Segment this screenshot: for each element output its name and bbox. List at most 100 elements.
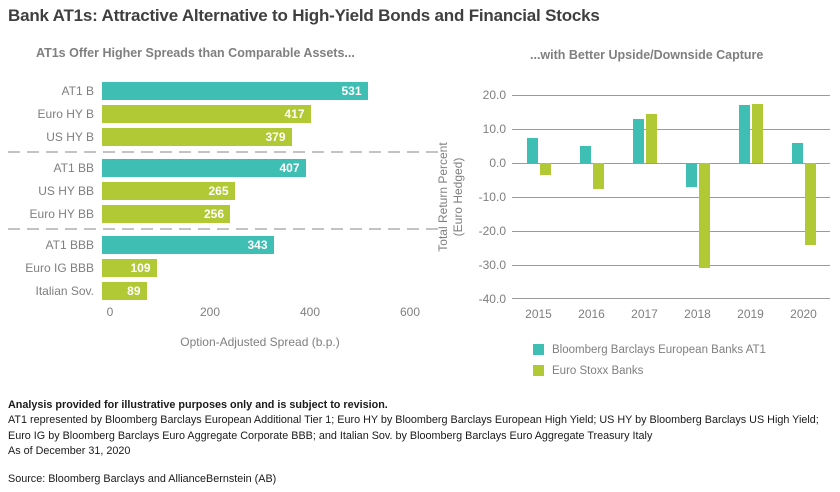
x-axis-tick: 400 xyxy=(299,305,321,319)
spread-chart-x-axis: 0 200 400 600 xyxy=(107,305,438,320)
spread-row-at1-bb: AT1 BB 407 xyxy=(8,159,438,177)
spread-row-at1-bbb: AT1 BBB 343 xyxy=(8,236,438,254)
y-axis-tick: 20.0 xyxy=(482,88,506,102)
figure-title: Bank AT1s: Attractive Alternative to Hig… xyxy=(8,6,600,25)
bar-track: 407 xyxy=(102,159,428,177)
category-label: Italian Sov. xyxy=(35,284,94,298)
spread-chart: AT1s Offer Higher Spreads than Comparabl… xyxy=(8,46,438,349)
bar-value-label: 109 xyxy=(130,261,151,275)
return-bar-2016 xyxy=(579,146,591,163)
return-bar-2019 xyxy=(751,103,763,163)
y-axis-tick: -20.0 xyxy=(478,224,506,238)
bar-value-label: 343 xyxy=(247,238,268,252)
y-axis-tick: -40.0 xyxy=(478,292,506,306)
year-label: 2019 xyxy=(737,307,764,321)
spread-row-us-hy-b: US HY B 379 xyxy=(8,128,438,146)
return-chart-plot-area xyxy=(512,95,830,299)
spread-row-euro-hy-bb: Euro HY BB 256 xyxy=(8,205,438,223)
bar-value-label: 379 xyxy=(265,130,286,144)
category-label: AT1 BBB xyxy=(45,238,94,252)
legend-swatch xyxy=(533,365,544,376)
spread-chart-rows: AT1 B 531 Euro HY B 417 US HY B 379 AT1 BB 407 U… xyxy=(8,82,438,300)
spread-bar: 407 xyxy=(102,159,306,177)
y-axis-label-text: Total Return Percent (Euro Hedged) xyxy=(436,95,466,299)
spread-bar: 265 xyxy=(102,182,235,200)
category-label: US HY BB xyxy=(38,184,94,198)
y-axis-label-line2: (Euro Hedged) xyxy=(451,157,465,237)
spread-bar: 531 xyxy=(102,82,368,100)
gridline xyxy=(512,129,830,130)
category-label: Euro HY BB xyxy=(29,207,94,221)
y-axis-tick: -30.0 xyxy=(478,258,506,272)
index-definitions-note: AT1 represented by Bloomberg Barclays Eu… xyxy=(8,414,819,442)
bar-track: 343 xyxy=(102,236,428,254)
return-bar-2020 xyxy=(791,142,803,163)
disclaimer-note: Analysis provided for illustrative purpo… xyxy=(8,399,388,411)
bar-value-label: 89 xyxy=(127,284,141,298)
return-chart-title: ...with Better Upside/Downside Capture xyxy=(530,48,764,62)
return-bar-2019 xyxy=(738,105,750,163)
return-chart-y-axis-label: Total Return Percent (Euro Hedged) xyxy=(436,95,466,299)
year-label: 2015 xyxy=(525,307,552,321)
bar-value-label: 417 xyxy=(284,107,305,121)
return-bar-2016 xyxy=(592,163,604,189)
legend-label: Euro Stoxx Banks xyxy=(552,364,644,377)
gridline xyxy=(512,197,830,198)
return-chart-x-axis: 2015 2016 2017 2018 2019 2020 xyxy=(512,307,830,323)
source-note: Source: Bloomberg Barclays and AllianceB… xyxy=(8,473,277,486)
legend-item: Bloomberg Barclays European Banks AT1 xyxy=(533,339,766,360)
year-label: 2018 xyxy=(684,307,711,321)
legend-swatch xyxy=(533,344,544,355)
return-bar-2020 xyxy=(804,163,816,245)
spread-bar: 417 xyxy=(102,105,311,123)
footnotes: Analysis provided for illustrative purpo… xyxy=(8,398,836,487)
gridline xyxy=(512,163,830,164)
spread-row-euro-hy-b: Euro HY B 417 xyxy=(8,105,438,123)
category-label: US HY B xyxy=(46,130,94,144)
return-bar-2015 xyxy=(539,163,551,175)
return-bar-2018 xyxy=(698,163,710,269)
category-label: AT1 B xyxy=(61,84,94,98)
bar-track: 89 xyxy=(102,282,428,300)
x-axis-tick: 600 xyxy=(399,305,421,319)
year-label: 2017 xyxy=(631,307,658,321)
bar-value-label: 407 xyxy=(279,161,300,175)
gridline xyxy=(512,95,830,96)
spread-bar: 343 xyxy=(102,236,274,254)
spread-chart-title: AT1s Offer Higher Spreads than Comparabl… xyxy=(36,46,355,60)
spread-row-at1-b: AT1 B 531 xyxy=(8,82,438,100)
legend-item: Euro Stoxx Banks xyxy=(533,360,766,381)
y-axis-tick: -10.0 xyxy=(478,190,506,204)
spread-row-us-hy-bb: US HY BB 265 xyxy=(8,182,438,200)
gridline xyxy=(512,265,830,266)
gridline xyxy=(512,298,830,299)
y-axis-tick: 0.0 xyxy=(489,156,506,170)
year-label: 2020 xyxy=(790,307,817,321)
return-bar-2015 xyxy=(526,137,538,163)
category-label: Euro IG BBB xyxy=(25,261,94,275)
spread-bar: 256 xyxy=(102,205,230,223)
bar-track: 256 xyxy=(102,205,428,223)
y-axis-label-line1: Total Return Percent xyxy=(436,142,450,252)
as-of-date: As of December 31, 2020 xyxy=(8,444,131,457)
spread-bar: 109 xyxy=(102,259,157,277)
rating-group-separator xyxy=(8,228,438,230)
bar-value-label: 265 xyxy=(208,184,229,198)
return-bar-2017 xyxy=(645,113,657,163)
year-label: 2016 xyxy=(578,307,605,321)
legend-label: Bloomberg Barclays European Banks AT1 xyxy=(552,343,766,356)
bar-track: 417 xyxy=(102,105,428,123)
bar-track: 531 xyxy=(102,82,428,100)
bar-value-label: 531 xyxy=(341,84,362,98)
spread-bar: 89 xyxy=(102,282,147,300)
x-axis-tick: 200 xyxy=(199,305,221,319)
return-chart-legend: Bloomberg Barclays European Banks AT1 Eur… xyxy=(533,339,766,381)
bar-value-label: 256 xyxy=(203,207,224,221)
spread-row-italian-sov-: Italian Sov. 89 xyxy=(8,282,438,300)
spread-chart-x-axis-label: Option-Adjusted Spread (b.p.) xyxy=(180,335,340,349)
category-label: AT1 BB xyxy=(53,161,94,175)
gridline xyxy=(512,231,830,232)
y-axis-tick: 10.0 xyxy=(482,122,506,136)
spread-bar: 379 xyxy=(102,128,292,146)
